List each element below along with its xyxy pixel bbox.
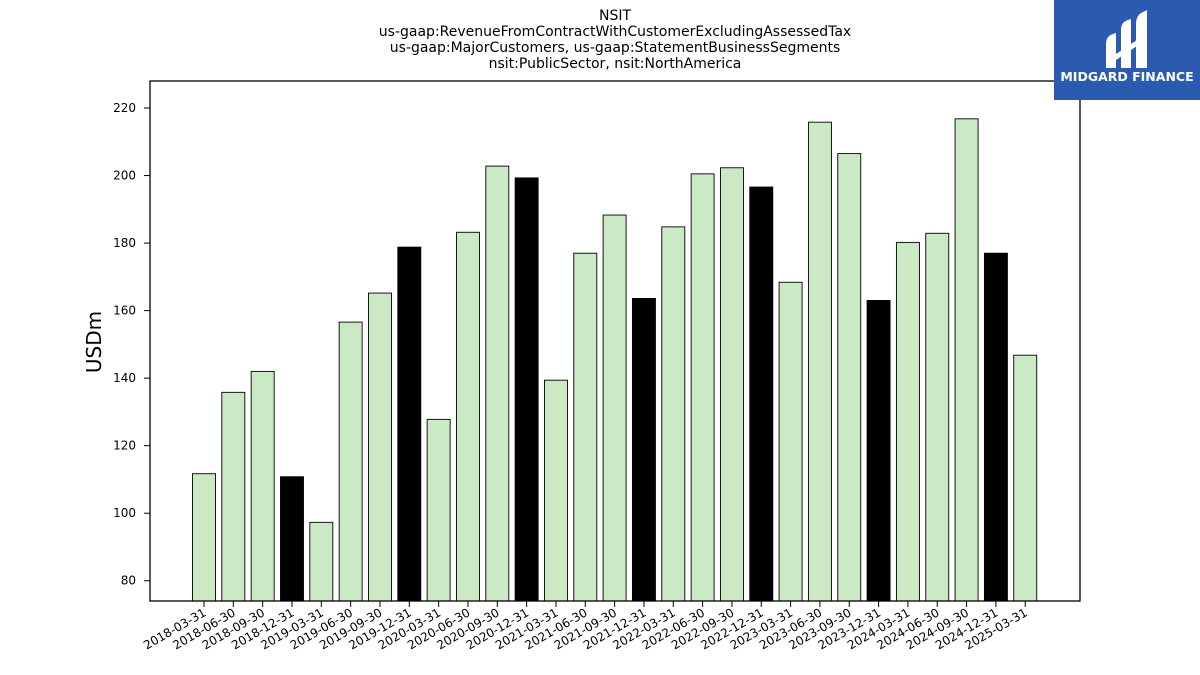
bar-2018-12-31 xyxy=(280,476,304,602)
bar-2019-12-31 xyxy=(397,246,422,602)
bar-2023-03-31 xyxy=(778,281,803,602)
bar-2021-09-30 xyxy=(602,214,627,602)
bar-2018-06-30 xyxy=(221,391,246,602)
bar-2021-12-31 xyxy=(632,298,656,602)
bars xyxy=(192,118,1038,602)
title-line-1: NSIT xyxy=(599,8,631,24)
bar-2021-03-31 xyxy=(544,379,568,602)
bar-2022-09-30 xyxy=(719,167,744,602)
bar-2024-09-30 xyxy=(954,118,979,602)
y-tick-label-80: 80 xyxy=(121,574,136,588)
y-axis-label: USDm xyxy=(82,311,106,373)
x-axis: 2018-03-312018-06-302018-09-302018-12-31… xyxy=(141,601,1030,652)
y-tick-label-120: 120 xyxy=(113,439,136,453)
bar-2020-03-31 xyxy=(426,418,451,602)
bar-2019-03-31 xyxy=(309,521,334,602)
y-tick-label-160: 160 xyxy=(113,304,136,318)
bar-2021-06-30 xyxy=(573,252,598,602)
bar-2020-09-30 xyxy=(485,165,510,602)
bar-2018-09-30 xyxy=(250,370,275,602)
title-line-4: nsit:PublicSector, nsit:NorthAmerica xyxy=(489,56,742,72)
bar-2019-09-30 xyxy=(368,292,392,602)
bar-2023-09-30 xyxy=(837,153,862,602)
y-tick-label-200: 200 xyxy=(113,169,136,183)
bar-2025-03-31 xyxy=(1013,354,1038,602)
y-tick-label-180: 180 xyxy=(113,236,136,250)
logo: MIDGARD FINANCE xyxy=(1054,0,1200,100)
bar-2023-06-30 xyxy=(807,121,832,602)
bar-2024-06-30 xyxy=(925,232,950,602)
bar-2022-03-31 xyxy=(661,226,686,602)
title-line-3: us-gaap:MajorCustomers, us-gaap:Statemen… xyxy=(390,40,841,56)
bar-2020-06-30 xyxy=(456,231,480,602)
bar-2024-03-31 xyxy=(895,241,920,602)
bar-2023-12-31 xyxy=(866,300,891,602)
bar-2022-06-30 xyxy=(690,173,715,602)
plot-frame xyxy=(149,80,1081,602)
logo-text: MIDGARD FINANCE xyxy=(1060,69,1193,84)
title-line-2: us-gaap:RevenueFromContractWithCustomerE… xyxy=(379,24,851,40)
y-axis: 80 100 120 140 160 180 200 220 xyxy=(113,101,150,588)
y-tick-label-100: 100 xyxy=(113,506,136,520)
bar-2024-12-31 xyxy=(983,252,1008,602)
bar-2018-03-31 xyxy=(192,473,216,602)
y-tick-label-220: 220 xyxy=(113,101,136,115)
y-tick-label-140: 140 xyxy=(113,371,136,385)
chart-title: NSIT us-gaap:RevenueFromContractWithCust… xyxy=(379,8,851,72)
bar-2022-12-31 xyxy=(749,186,774,602)
bar-2020-12-31 xyxy=(514,177,539,602)
bar-2019-06-30 xyxy=(338,321,363,602)
logo-mark-icon xyxy=(1106,10,1147,68)
